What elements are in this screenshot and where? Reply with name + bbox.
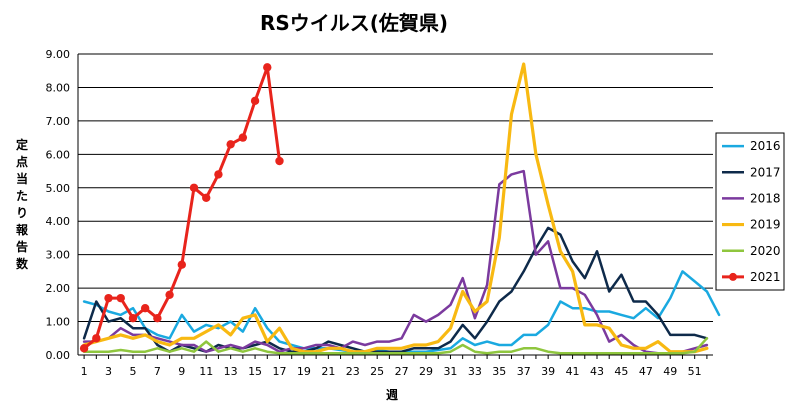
data-point-2021 [238,133,248,142]
series-line-2017 [82,226,709,353]
series-line-2020 [82,337,709,355]
legend-label-2020: 2020 [750,244,781,258]
data-point-2021 [189,183,199,192]
x-tick-label: 13 [224,365,238,378]
x-tick-label: 41 [566,365,580,378]
x-tick-label: 7 [154,365,161,378]
y-tick-label: 4.00 [46,215,71,228]
series-line-2018 [82,169,709,355]
data-point-2021 [263,63,272,72]
x-tick-label: 51 [688,365,702,378]
x-tick-label: 35 [492,365,506,378]
x-tick-label: 37 [517,365,531,378]
y-axis-label: 定点当たり報告数 [16,137,29,271]
data-point-2021 [250,96,260,106]
data-point-2021 [128,314,138,323]
data-point-2021 [153,314,162,323]
series-lines [79,62,721,355]
data-point-2021 [92,334,101,343]
legend: 2016 2017 2018 2019 2020 2021 [715,132,785,291]
legend-label-2016: 2016 [750,139,781,153]
x-tick-label: 31 [443,365,457,378]
x-tick-label: 47 [639,365,653,378]
y-tick-label: 6.00 [46,148,71,161]
x-tick-label: 23 [346,365,360,378]
data-point-2021 [116,293,125,303]
x-tick-label: 3 [105,365,112,378]
x-tick-label: 11 [199,365,213,378]
y-tick-label: 8.00 [46,81,71,94]
chart-title: RSウイルス(佐賀県) [260,11,448,35]
x-tick-label: 5 [129,365,136,378]
x-tick-label: 1 [81,365,88,378]
x-tick-label: 15 [248,365,262,378]
x-tick-label: 43 [590,365,604,378]
x-axis-label: 週 [386,387,398,402]
legend-label-2019: 2019 [750,218,781,232]
series-line-2019 [82,62,709,354]
data-point-2021 [140,303,150,313]
y-tick-label: 5.00 [46,182,71,195]
axes: 0.00 1.00 2.00 3.00 4.00 5.00 6.00 7.00 8.00 9.00… [46,48,713,378]
y-tick-label: 1.00 [46,316,71,329]
legend-label-2017: 2017 [750,165,781,179]
x-tick-label: 19 [297,365,311,378]
legend-label-2018: 2018 [750,191,781,205]
x-tick-label: 21 [321,365,335,378]
y-tick-label: 7.00 [46,115,71,128]
y-tick-label: 2.00 [46,282,71,295]
data-point-2021 [226,140,235,149]
legend-marker-2021 [729,272,737,281]
y-tick-label: 3.00 [46,249,71,262]
x-tick-label: 39 [541,365,555,378]
legend-label-2021: 2021 [750,270,781,284]
x-tick-label: 25 [370,365,384,378]
x-tick-label: 27 [395,365,409,378]
data-point-2021 [214,170,223,179]
x-tick-label: 9 [178,365,185,378]
y-tick-label: 0.00 [46,349,71,362]
x-tick-label: 45 [614,365,628,378]
data-point-2021 [104,293,113,303]
data-point-2021 [165,290,174,299]
legend-box [715,132,785,291]
data-point-2021 [275,156,284,166]
x-tick-label: 33 [468,365,482,378]
y-tick-label: 9.00 [46,48,71,61]
x-tick-label: 17 [272,365,286,378]
x-tick-label: 49 [663,365,677,378]
series-line-2021 [82,65,281,350]
data-point-2021 [202,193,211,203]
x-tick-label: 29 [419,365,433,378]
data-point-2021 [177,260,186,269]
data-point-2021 [79,344,89,353]
